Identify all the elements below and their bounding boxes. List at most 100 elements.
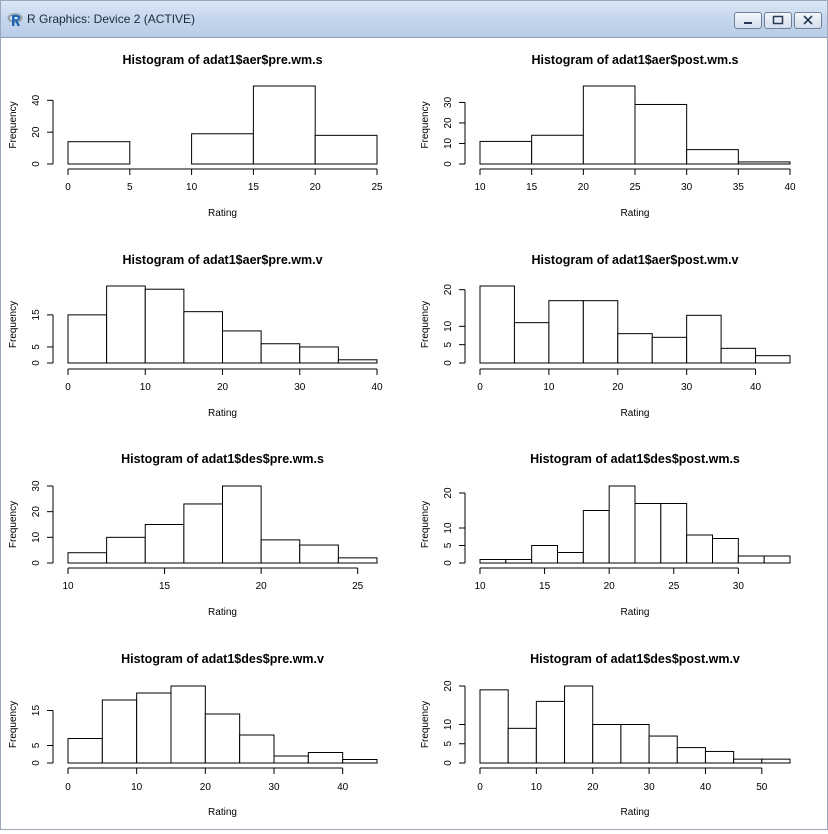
histogram-bar (299, 544, 339, 564)
x-tick-label: 10 (140, 382, 152, 393)
histogram-bar (260, 343, 301, 364)
y-axis-label: Frequency (8, 501, 19, 548)
y-axis-label: Frequency (8, 701, 19, 748)
y-axis-label: Frequency (8, 301, 19, 348)
histogram-bar (479, 140, 533, 165)
histogram-bar (755, 355, 791, 364)
x-tick-label: 10 (62, 581, 74, 592)
title-bar[interactable]: R Graphics: Device 2 (ACTIVE) (1, 1, 827, 38)
x-tick-label: 40 (750, 382, 762, 393)
x-axis-label: Rating (208, 208, 237, 219)
y-tick-label: 40 (31, 94, 42, 106)
minimize-button[interactable] (734, 12, 762, 29)
x-axis-label: Rating (621, 607, 650, 618)
histogram-bar (763, 555, 791, 564)
histogram-bar (260, 539, 301, 564)
histogram-bar (204, 713, 241, 764)
histogram-bar (337, 557, 378, 564)
histogram-bar (239, 734, 275, 764)
histogram-bar (617, 333, 653, 364)
y-axis-label: Frequency (420, 301, 431, 348)
x-tick-label: 0 (477, 382, 483, 393)
x-tick-label: 30 (268, 782, 280, 793)
histogram-panel: Histogram of adat1$des$pre.wm.v 0 10 20 30 40… (8, 652, 378, 818)
chart-title: Histogram of adat1$aer$pre.wm.v (122, 253, 322, 267)
chart-title: Histogram of adat1$des$pre.wm.v (121, 652, 324, 666)
histogram-bar (507, 727, 537, 764)
x-tick-label: 20 (217, 382, 229, 393)
y-tick-label: 10 (443, 719, 454, 731)
y-tick-label: 0 (443, 360, 454, 366)
histogram-bar (106, 285, 146, 364)
x-axis-label: Rating (208, 408, 237, 419)
x-tick-label: 50 (756, 782, 768, 793)
x-tick-label: 25 (668, 581, 680, 592)
histogram-bar (479, 285, 515, 364)
y-tick-label: 0 (31, 560, 42, 566)
plot-area: Histogram of adat1$aer$pre.wm.s 0 5 10 15 20 2… (3, 38, 827, 829)
histogram-bar (67, 552, 108, 564)
histogram-bar (67, 738, 103, 764)
histogram-bar (531, 545, 559, 564)
histogram-bar (660, 503, 688, 564)
chart-title: Histogram of adat1$des$post.wm.s (530, 452, 740, 466)
close-button[interactable] (794, 12, 822, 29)
histogram-bar (273, 755, 309, 764)
y-tick-label: 0 (443, 161, 454, 167)
histogram-bar (592, 724, 622, 764)
histogram-panel: Histogram of adat1$des$pre.wm.s 10 15 20 25 R… (8, 452, 378, 618)
y-tick-label: 15 (31, 705, 42, 717)
y-tick-label: 0 (443, 760, 454, 766)
histogram-bar (505, 559, 533, 564)
histogram-panel: Histogram of adat1$aer$post.wm.s 10 15 20 25… (420, 53, 796, 219)
x-tick-label: 40 (337, 782, 349, 793)
minimize-icon (744, 22, 752, 24)
y-tick-label: 20 (31, 126, 42, 138)
x-tick-label: 0 (65, 182, 71, 193)
histogram-bar (67, 314, 108, 364)
histogram-bar (252, 85, 316, 165)
maximize-button[interactable] (764, 12, 792, 29)
histogram-bar (634, 103, 688, 165)
histogram-bar (479, 689, 509, 764)
histogram-bar (337, 359, 378, 364)
x-axis-label: Rating (621, 807, 650, 818)
y-tick-label: 20 (443, 487, 454, 499)
histogram-bar (513, 322, 550, 364)
x-tick-label: 15 (539, 581, 551, 592)
chart-title: Histogram of adat1$aer$post.wm.s (531, 53, 738, 67)
y-tick-label: 20 (443, 117, 454, 129)
histogram-panel: Histogram of adat1$aer$pre.wm.v 0 10 20 30 40… (8, 253, 383, 419)
y-axis-label: Frequency (420, 701, 431, 748)
y-tick-label: 0 (443, 560, 454, 566)
x-tick-label: 15 (248, 182, 260, 193)
y-tick-label: 5 (443, 542, 454, 548)
x-tick-label: 10 (474, 182, 486, 193)
chart-title: Histogram of adat1$aer$post.wm.v (531, 253, 738, 267)
y-axis-label: Frequency (8, 101, 19, 148)
histogram-bar (183, 311, 223, 364)
close-icon (803, 15, 813, 25)
x-tick-label: 30 (681, 182, 693, 193)
histogram-panel: Histogram of adat1$aer$pre.wm.s 0 5 10 15 20 2… (8, 53, 383, 219)
histogram-bar (299, 346, 339, 364)
histogram-bar (548, 300, 584, 364)
histogram-bar (136, 692, 172, 764)
x-tick-label: 30 (733, 581, 745, 592)
histogram-panel: Histogram of adat1$des$post.wm.s 10 15 20 25… (420, 452, 791, 618)
histogram-bar (144, 524, 185, 564)
x-axis-label: Rating (208, 807, 237, 818)
x-tick-label: 10 (186, 182, 198, 193)
histogram-bar (342, 759, 378, 764)
x-tick-label: 40 (700, 782, 712, 793)
histogram-bar (651, 336, 688, 364)
histogram-bar (733, 758, 763, 764)
histogram-bar (222, 485, 262, 564)
histogram-bar (479, 559, 507, 564)
histogram-panel: Histogram of adat1$des$post.wm.v 0 10 20 30 4… (420, 652, 791, 818)
y-tick-label: 0 (31, 161, 42, 167)
histogram-bar (582, 85, 636, 165)
histogram-bar (170, 685, 206, 764)
y-tick-label: 10 (443, 320, 454, 332)
x-tick-label: 20 (578, 182, 590, 193)
